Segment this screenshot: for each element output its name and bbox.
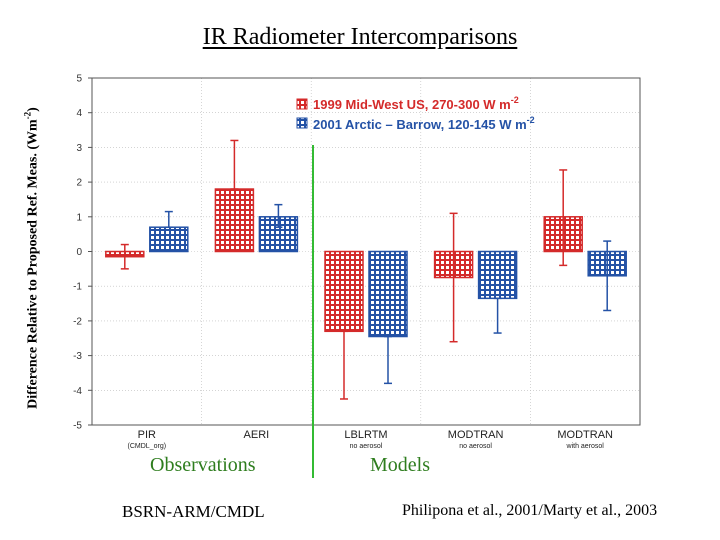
y-tick-label: -5 [73,421,82,432]
y-tick-label: 5 [76,74,82,85]
x-tick-label: MODTRAN [448,429,504,441]
x-tick-sublabel: no aerosol [459,443,492,450]
x-tick-sublabel: (CMDL_org) [128,443,167,450]
x-tick-label: LBLRTM [344,429,387,441]
bar-2001 [368,250,408,338]
page-title: IR Radiometer Intercomparisons [202,24,518,50]
legend-swatch-2001 [296,117,308,129]
legend-label-2001: 2001 Arctic – Barrow, 120-145 W m-2 [313,115,535,132]
y-tick-label: 1 [76,212,82,223]
x-tick-label: PIR [138,429,156,441]
y-tick-label: -2 [73,316,82,327]
models-label: Models [370,454,430,476]
y-tick-label: 0 [76,247,82,258]
y-tick-label: -1 [73,282,82,293]
bar-2001 [258,216,299,253]
observations-label: Observations [150,454,256,476]
y-tick-label: 2 [76,178,82,189]
x-tick-sublabel: with aerosol [566,443,605,450]
footer-citation-right: Philipona et al., 2001/Marty et al., 200… [402,502,658,519]
bar-2001 [149,226,189,253]
footer-source-left: BSRN-ARM/CMDL [122,502,265,521]
x-tick-label: AERI [244,429,270,441]
y-tick-label: -3 [73,351,82,362]
bar-2001 [477,250,518,300]
axes: 5 4 3 2 1 0 -1 -2 -3 -4 -5 PIR (CMDL_org) AERI LBLRTM n… [73,74,641,450]
x-tick-sublabel: no aerosol [350,443,383,450]
legend-label-1999: 1999 Mid-West US, 270-300 W m-2 [313,95,519,112]
bar-1999 [324,250,364,333]
bars [105,188,627,338]
y-tick-label: -4 [73,386,82,397]
legend: 1999 Mid-West US, 270-300 W m-2 2001 Arc… [296,95,535,132]
x-tick-label: MODTRAN [557,429,613,441]
y-tick-label: 4 [76,108,82,119]
y-tick-label: 3 [76,143,82,154]
bar-1999 [214,188,255,253]
legend-swatch-1999 [296,98,308,110]
error-bars [120,139,612,400]
